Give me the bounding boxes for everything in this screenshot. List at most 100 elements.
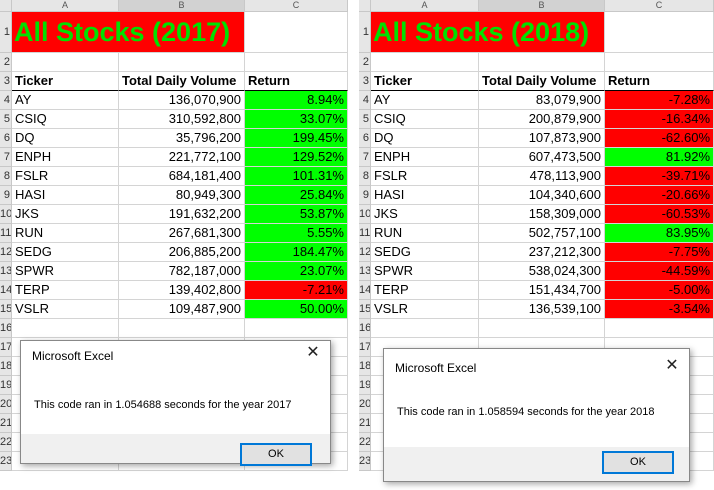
cell[interactable] <box>119 319 245 338</box>
row-header[interactable]: 15 <box>359 300 371 319</box>
ok-button[interactable]: OK <box>602 451 674 474</box>
row-header[interactable]: 14 <box>0 281 12 300</box>
row-header[interactable]: 2 <box>0 53 12 72</box>
ticker-cell[interactable]: RUN <box>12 224 119 243</box>
row-header[interactable]: 16 <box>359 319 371 338</box>
return-cell[interactable]: -62.60% <box>605 129 714 148</box>
row-header[interactable]: 15 <box>0 300 12 319</box>
volume-cell[interactable]: 310,592,800 <box>119 110 245 129</box>
return-cell[interactable]: 101.31% <box>245 167 348 186</box>
cell[interactable] <box>119 53 245 72</box>
ticker-cell[interactable]: JKS <box>12 205 119 224</box>
return-cell[interactable]: -5.00% <box>605 281 714 300</box>
volume-cell[interactable]: 151,434,700 <box>479 281 605 300</box>
volume-cell[interactable]: 684,181,400 <box>119 167 245 186</box>
ticker-cell[interactable]: RUN <box>371 224 479 243</box>
row-header[interactable]: 10 <box>0 205 12 224</box>
ticker-header[interactable]: Ticker <box>12 72 119 91</box>
return-header[interactable]: Return <box>245 72 348 91</box>
ticker-cell[interactable]: DQ <box>12 129 119 148</box>
row-header[interactable]: 19 <box>359 376 371 395</box>
sheet-title[interactable]: All Stocks (2017) <box>12 12 245 53</box>
ticker-cell[interactable]: SPWR <box>371 262 479 281</box>
ticker-cell[interactable]: VSLR <box>12 300 119 319</box>
return-header[interactable]: Return <box>605 72 714 91</box>
row-header[interactable]: 21 <box>359 414 371 433</box>
volume-cell[interactable]: 502,757,100 <box>479 224 605 243</box>
ok-button[interactable]: OK <box>240 443 312 466</box>
volume-header[interactable]: Total Daily Volume <box>119 72 245 91</box>
cell[interactable] <box>605 12 714 53</box>
row-header[interactable]: 4 <box>359 91 371 110</box>
cell[interactable] <box>12 53 119 72</box>
ticker-cell[interactable]: JKS <box>371 205 479 224</box>
ticker-cell[interactable]: AY <box>12 91 119 110</box>
row-header[interactable]: 17 <box>359 338 371 357</box>
row-header[interactable]: 9 <box>0 186 12 205</box>
return-cell[interactable]: -39.71% <box>605 167 714 186</box>
cell[interactable] <box>245 12 348 53</box>
row-header[interactable]: 13 <box>359 262 371 281</box>
column-header-b[interactable]: B <box>479 0 605 12</box>
return-cell[interactable]: -20.66% <box>605 186 714 205</box>
row-header[interactable]: 21 <box>0 414 12 433</box>
row-header[interactable]: 7 <box>359 148 371 167</box>
return-cell[interactable]: -7.28% <box>605 91 714 110</box>
return-cell[interactable]: 129.52% <box>245 148 348 167</box>
row-header[interactable]: 17 <box>0 338 12 357</box>
row-header[interactable]: 22 <box>359 433 371 452</box>
row-header[interactable]: 9 <box>359 186 371 205</box>
return-cell[interactable]: 184.47% <box>245 243 348 262</box>
ticker-cell[interactable]: HASI <box>371 186 479 205</box>
row-header[interactable]: 18 <box>0 357 12 376</box>
cell[interactable] <box>605 53 714 72</box>
select-all-corner[interactable] <box>359 0 371 12</box>
return-cell[interactable]: -16.34% <box>605 110 714 129</box>
volume-cell[interactable]: 538,024,300 <box>479 262 605 281</box>
row-header[interactable]: 20 <box>0 395 12 414</box>
volume-cell[interactable]: 80,949,300 <box>119 186 245 205</box>
row-header[interactable]: 11 <box>359 224 371 243</box>
row-header[interactable]: 16 <box>0 319 12 338</box>
volume-cell[interactable]: 109,487,900 <box>119 300 245 319</box>
return-cell[interactable]: -3.54% <box>605 300 714 319</box>
return-cell[interactable]: 53.87% <box>245 205 348 224</box>
volume-cell[interactable]: 191,632,200 <box>119 205 245 224</box>
column-header-c[interactable]: C <box>245 0 348 12</box>
volume-header[interactable]: Total Daily Volume <box>479 72 605 91</box>
row-header[interactable]: 1 <box>0 12 12 53</box>
return-cell[interactable]: 25.84% <box>245 186 348 205</box>
row-header[interactable]: 20 <box>359 395 371 414</box>
volume-cell[interactable]: 104,340,600 <box>479 186 605 205</box>
ticker-cell[interactable]: SEDG <box>371 243 479 262</box>
return-cell[interactable]: 81.92% <box>605 148 714 167</box>
row-header[interactable]: 18 <box>359 357 371 376</box>
row-header[interactable]: 10 <box>359 205 371 224</box>
volume-cell[interactable]: 200,879,900 <box>479 110 605 129</box>
row-header[interactable]: 13 <box>0 262 12 281</box>
volume-cell[interactable]: 139,402,800 <box>119 281 245 300</box>
ticker-cell[interactable]: CSIQ <box>12 110 119 129</box>
volume-cell[interactable]: 136,070,900 <box>119 91 245 110</box>
return-cell[interactable]: 83.95% <box>605 224 714 243</box>
ticker-cell[interactable]: FSLR <box>12 167 119 186</box>
row-header[interactable]: 11 <box>0 224 12 243</box>
ticker-cell[interactable]: ENPH <box>12 148 119 167</box>
cell[interactable] <box>245 319 348 338</box>
row-header[interactable]: 1 <box>359 12 371 53</box>
cell[interactable] <box>245 53 348 72</box>
row-header[interactable]: 6 <box>359 129 371 148</box>
row-header[interactable]: 2 <box>359 53 371 72</box>
sheet-title[interactable]: All Stocks (2018) <box>371 12 605 53</box>
volume-cell[interactable]: 83,079,900 <box>479 91 605 110</box>
row-header[interactable]: 14 <box>359 281 371 300</box>
cell[interactable] <box>371 319 479 338</box>
cell[interactable] <box>479 53 605 72</box>
cell[interactable] <box>479 319 605 338</box>
ticker-cell[interactable]: TERP <box>371 281 479 300</box>
row-header[interactable]: 12 <box>0 243 12 262</box>
row-header[interactable]: 19 <box>0 376 12 395</box>
column-header-b[interactable]: B <box>119 0 245 12</box>
volume-cell[interactable]: 267,681,300 <box>119 224 245 243</box>
ticker-cell[interactable]: TERP <box>12 281 119 300</box>
